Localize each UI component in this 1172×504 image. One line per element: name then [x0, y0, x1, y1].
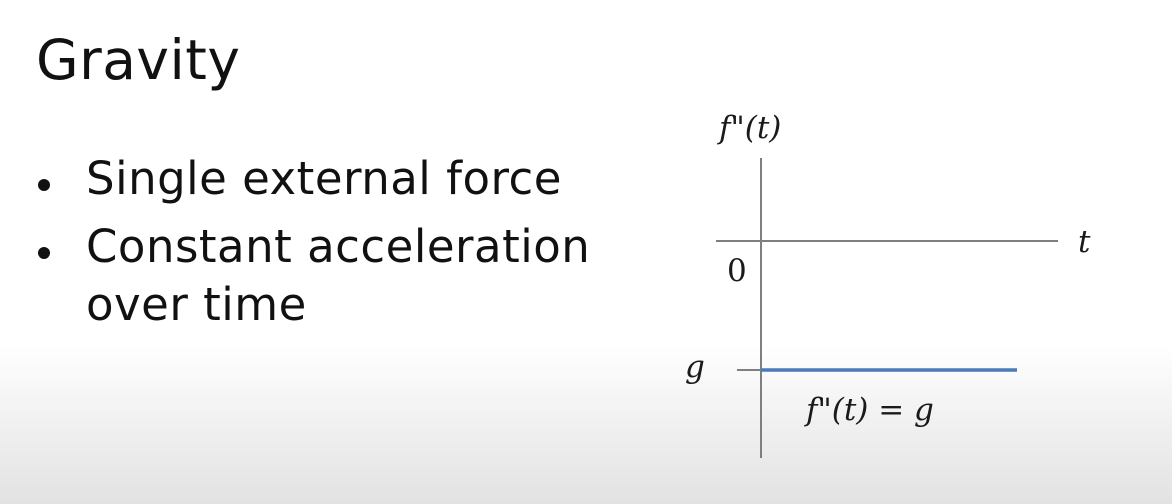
origin-label: 0 — [727, 253, 747, 289]
g-level-label: g — [685, 349, 705, 385]
bullet-icon — [38, 179, 50, 191]
curve-label: f"(t) = g — [804, 392, 934, 428]
bullet-text: Constant acceleration over time — [86, 220, 591, 331]
slide-title: Gravity — [36, 28, 241, 92]
bullet-item: Single external force — [34, 150, 654, 208]
bullet-icon — [38, 247, 50, 259]
bullet-list: Single external force Constant accelerat… — [34, 150, 654, 344]
bullet-item: Constant acceleration over time — [34, 218, 654, 334]
x-axis-label: t — [1078, 224, 1091, 260]
y-axis-label: f"(t) — [717, 110, 781, 146]
bullet-text: Single external force — [86, 152, 562, 205]
